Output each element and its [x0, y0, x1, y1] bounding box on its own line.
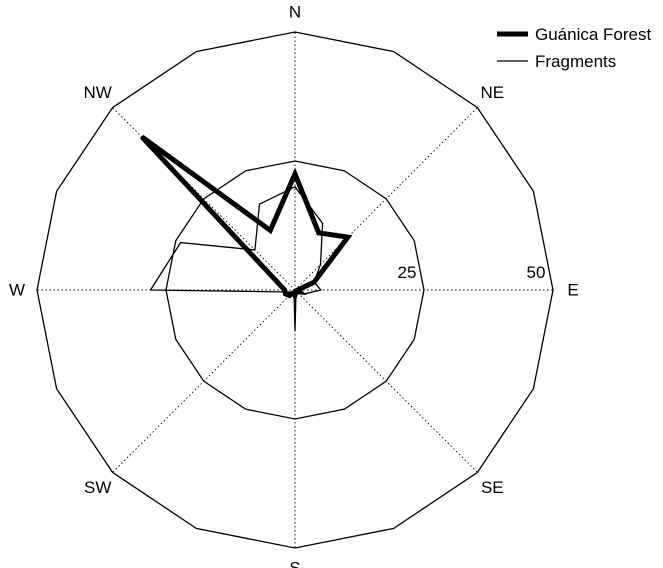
spoke-sw [112, 289, 296, 473]
ring-label-50: 50 [527, 263, 546, 282]
ring-labels: 25 50 [398, 263, 546, 282]
direction-label-n: N [289, 3, 301, 22]
direction-label-e: E [567, 281, 578, 300]
legend-label-1: Guánica Forest [535, 25, 651, 44]
legend-label-2: Fragments [535, 52, 616, 71]
legend: Guánica Forest Fragments [497, 25, 651, 71]
series [139, 134, 353, 332]
direction-label-se: SE [481, 478, 504, 497]
direction-label-w: W [9, 281, 25, 300]
direction-label-ne: NE [480, 83, 504, 102]
direction-label-nw: NW [84, 83, 112, 102]
direction-label-sw: SW [84, 478, 111, 497]
ring-label-25: 25 [398, 263, 417, 282]
spoke-ne [294, 107, 478, 291]
spoke-se [294, 289, 478, 473]
grid-ring-2 [36, 31, 554, 549]
spoke-nw [112, 107, 296, 291]
direction-labels: N NE E SE S SW W NW [9, 3, 579, 568]
series-gu-nica-forest [139, 134, 353, 303]
direction-label-s: S [289, 559, 300, 568]
